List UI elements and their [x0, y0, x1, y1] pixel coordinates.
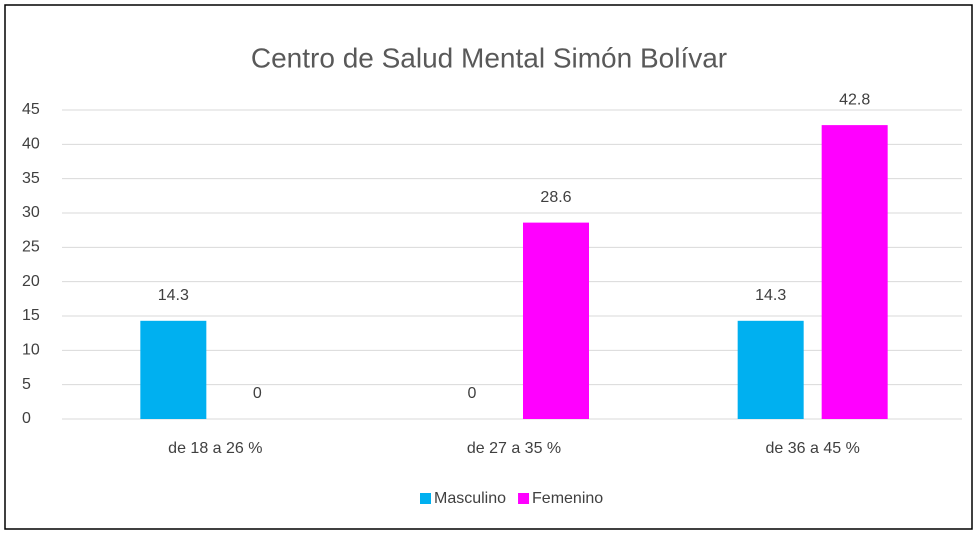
- bar: [737, 320, 804, 419]
- x-tick-label: de 18 a 26 %: [168, 440, 262, 457]
- legend-swatch: [420, 493, 431, 504]
- y-tick-label: 10: [22, 342, 40, 359]
- data-label: 42.8: [839, 91, 870, 108]
- data-label: 0: [468, 385, 477, 402]
- y-tick-label: 30: [22, 204, 40, 221]
- x-tick-label: de 36 a 45 %: [766, 440, 860, 457]
- y-tick-label: 35: [22, 170, 40, 187]
- y-tick-label: 15: [22, 307, 40, 324]
- y-tick-label: 40: [22, 136, 40, 153]
- legend-label: Masculino: [434, 490, 506, 507]
- x-tick-label: de 27 a 35 %: [467, 440, 561, 457]
- y-tick-label: 5: [22, 376, 31, 393]
- data-label: 0: [253, 385, 262, 402]
- data-label: 28.6: [540, 189, 571, 206]
- chart-border: [4, 4, 973, 530]
- y-tick-label: 20: [22, 273, 40, 290]
- legend-label: Femenino: [532, 490, 603, 507]
- data-label: 14.3: [158, 287, 189, 304]
- bar: [821, 125, 888, 420]
- bar: [523, 222, 589, 419]
- legend-swatch: [518, 493, 530, 504]
- bar: [140, 320, 207, 419]
- y-tick-label: 0: [22, 410, 31, 427]
- chart-title: Centro de Salud Mental Simón Bolívar: [251, 42, 727, 73]
- y-tick-label: 45: [22, 101, 40, 118]
- data-label: 14.3: [755, 287, 786, 304]
- y-tick-label: 25: [22, 239, 40, 256]
